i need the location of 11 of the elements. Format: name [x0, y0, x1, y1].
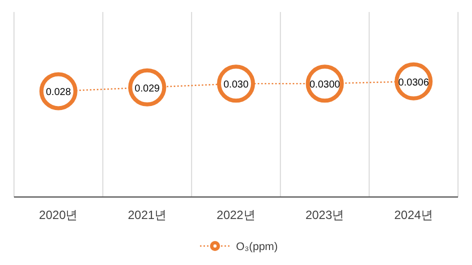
- data-label: 0.028: [46, 87, 71, 98]
- data-label: 0.029: [134, 83, 160, 94]
- x-tick-label: 2022년: [216, 208, 256, 222]
- x-tick-label: 2024년: [394, 208, 433, 222]
- data-label: 0.030: [223, 80, 249, 91]
- data-label: 0.0300: [310, 80, 340, 91]
- legend-label: O₃(ppm): [236, 241, 278, 253]
- x-tick-label: 2021년: [128, 208, 167, 222]
- data-label: 0.0306: [398, 77, 429, 88]
- x-tick-label: 2020년: [39, 208, 78, 222]
- x-tick-label: 2023년: [305, 208, 344, 222]
